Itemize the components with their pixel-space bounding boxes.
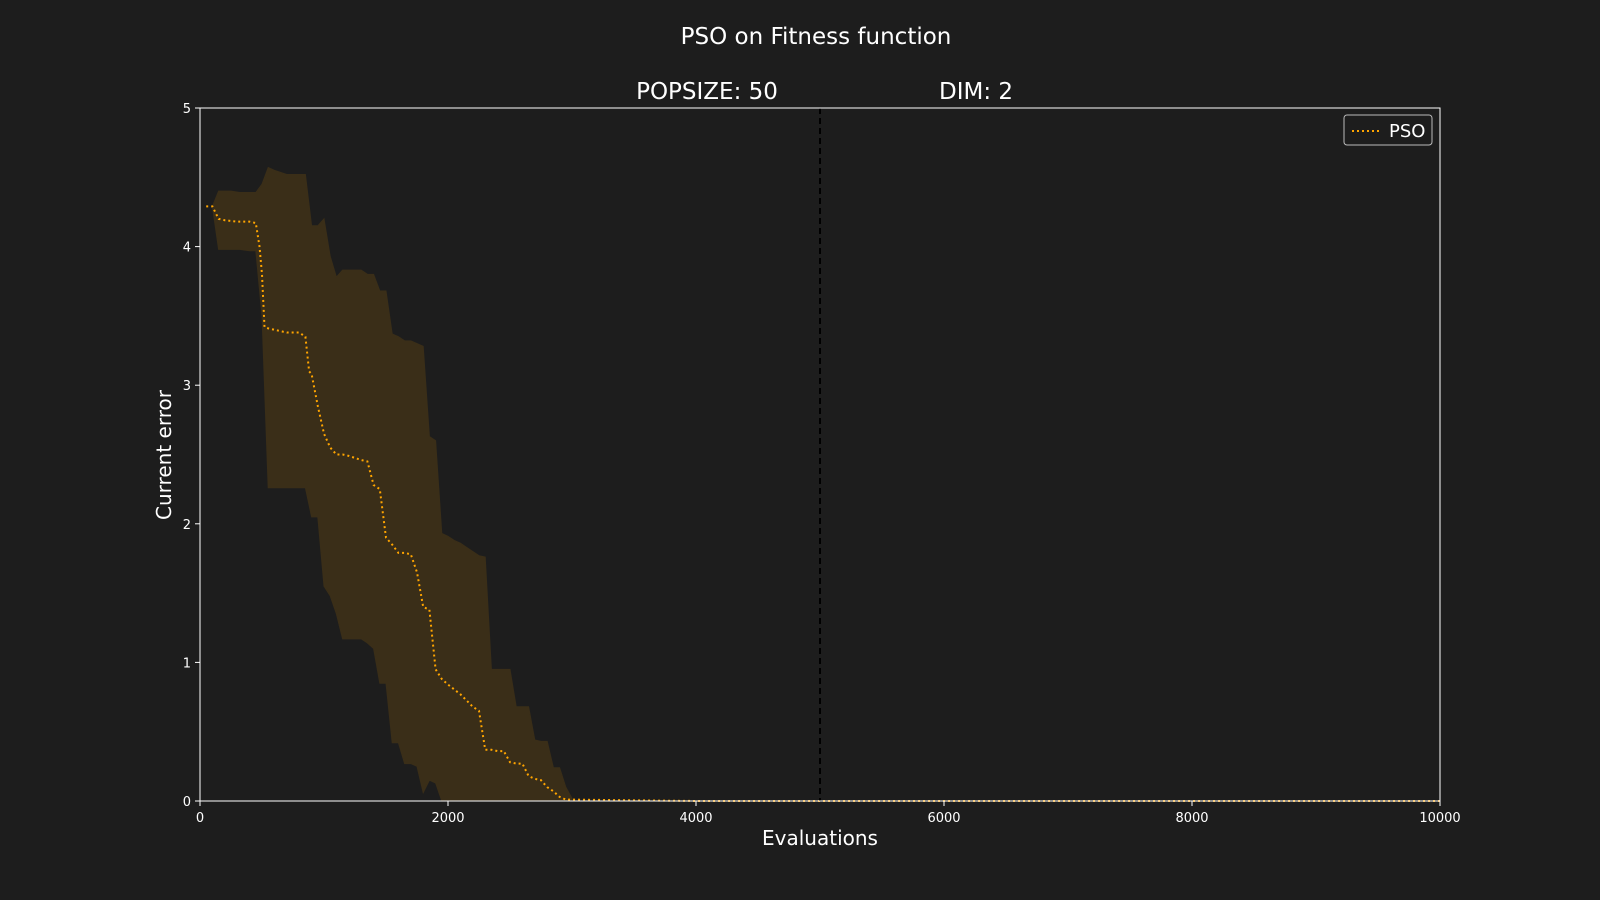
x-tick-label: 10000 xyxy=(1419,811,1460,826)
x-tick-label: 6000 xyxy=(927,811,960,826)
plot-frame xyxy=(199,107,1441,802)
y-axis-label: Current error xyxy=(152,389,176,520)
x-tick-label: 8000 xyxy=(1175,811,1208,826)
y-tick-label: 4 xyxy=(183,241,191,256)
legend: PSO xyxy=(1343,114,1433,146)
x-tick-label: 4000 xyxy=(679,811,712,826)
x-tick-label: 0 xyxy=(196,811,204,826)
chart-title: PSO on Fitness function xyxy=(681,24,952,50)
y-tick-label: 3 xyxy=(183,379,191,394)
x-axis-label: Evaluations xyxy=(762,826,878,850)
subtitle-dim: DIM: 2 xyxy=(939,79,1013,105)
y-tick-label: 0 xyxy=(183,795,191,810)
x-tick-label: 2000 xyxy=(431,811,464,826)
y-axis: 0 1 2 3 4 5 xyxy=(183,102,200,810)
series-0-line xyxy=(206,205,1440,802)
legend-box xyxy=(1343,114,1433,146)
series-0-error-band xyxy=(211,166,573,802)
subtitle-popsize: POPSIZE: 50 xyxy=(636,79,778,105)
y-tick-label: 5 xyxy=(183,102,191,117)
series-layer xyxy=(206,205,1440,802)
error-band-layer xyxy=(211,166,573,802)
x-axis: 0 2000 4000 6000 8000 10000 xyxy=(196,801,1461,826)
legend-series-label: PSO xyxy=(1389,121,1425,142)
y-tick-label: 2 xyxy=(183,518,191,533)
y-tick-label: 1 xyxy=(183,656,191,671)
